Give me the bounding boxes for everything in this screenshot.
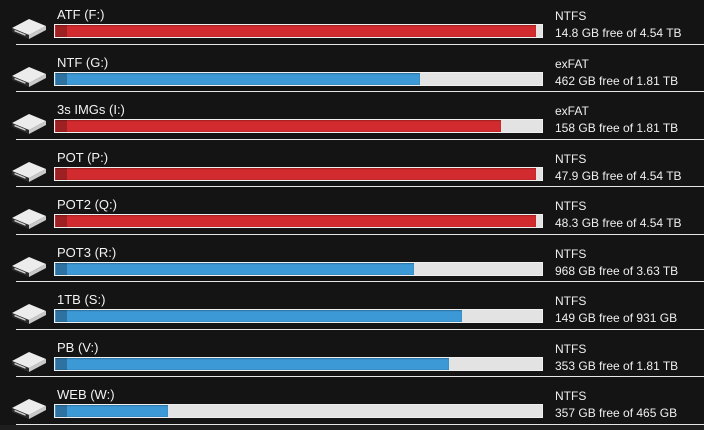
usage-bar-fill xyxy=(55,25,537,37)
hard-drive-icon xyxy=(10,302,48,326)
usage-bar-fill xyxy=(55,357,450,370)
filesystem-label: NTFS xyxy=(555,9,587,23)
drive-name: PB (V:) xyxy=(57,339,99,355)
filesystem-label: exFAT xyxy=(555,56,589,71)
filesystem-label: NTFS xyxy=(555,389,587,403)
drive-name: ATF (F:) xyxy=(57,7,105,22)
drive-details: NTFS 357 GB free of 465 GB xyxy=(555,388,677,421)
free-space-label: 14.8 GB free of 4.54 TB xyxy=(555,26,682,40)
drive-details: NTFS 47.9 GB free of 4.54 TB xyxy=(555,151,682,184)
drive-name: 1TB (S:) xyxy=(57,292,106,307)
drive-name: POT2 (Q:) xyxy=(57,197,117,212)
hard-drive-icon xyxy=(10,255,48,279)
drive-name: NTF (G:) xyxy=(57,54,109,70)
usage-bar xyxy=(54,404,543,418)
filesystem-label: NTFS xyxy=(555,246,587,261)
filesystem-label: NTFS xyxy=(555,294,587,308)
usage-bar-fill xyxy=(55,405,168,417)
hard-drive-icon xyxy=(10,350,48,374)
usage-bar xyxy=(54,166,543,181)
drive-details: NTFS 353 GB free of 1.81 TB xyxy=(555,341,678,374)
usage-bar-fill xyxy=(55,310,462,322)
hard-drive-icon xyxy=(10,112,48,136)
free-space-label: 158 GB free of 1.81 TB xyxy=(555,121,679,135)
drive-name: POT (P:) xyxy=(57,149,109,165)
hard-drive-icon xyxy=(10,207,48,231)
usage-bar-fill xyxy=(55,215,537,227)
free-space-label: 353 GB free of 1.81 TB xyxy=(555,358,679,373)
drive-name: POT3 (R:) xyxy=(57,244,117,260)
free-space-label: 48.3 GB free of 4.54 TB xyxy=(555,216,682,230)
usage-bar-fill xyxy=(55,167,537,180)
drive-row[interactable]: ATF (F:) NTFS 14.8 GB free of 4.54 TB xyxy=(0,0,704,45)
filesystem-label: exFAT xyxy=(555,104,589,118)
drive-row[interactable]: WEB (W:) NTFS 357 GB free of 465 GB xyxy=(0,377,704,425)
usage-bar-fill xyxy=(55,262,415,275)
usage-bar xyxy=(54,356,543,371)
usage-bar-fill xyxy=(55,120,501,132)
drive-details: NTFS 48.3 GB free of 4.54 TB xyxy=(555,198,682,231)
drive-details: NTFS 14.8 GB free of 4.54 TB xyxy=(555,8,682,41)
drive-details: NTFS 149 GB free of 931 GB xyxy=(555,293,677,326)
drive-row[interactable]: NTF (G:) exFAT 462 GB free of 1.81 TB xyxy=(0,45,704,93)
drive-row[interactable]: POT2 (Q:) NTFS 48.3 GB free of 4.54 TB xyxy=(0,187,704,235)
usage-bar xyxy=(54,24,543,38)
usage-bar xyxy=(54,309,543,323)
drive-row[interactable]: POT3 (R:) NTFS 968 GB free of 3.63 TB xyxy=(0,235,704,283)
free-space-label: 47.9 GB free of 4.54 TB xyxy=(555,168,682,183)
drive-details: exFAT 158 GB free of 1.81 TB xyxy=(555,103,678,136)
filesystem-label: NTFS xyxy=(555,199,587,213)
usage-bar xyxy=(54,119,543,133)
hard-drive-icon xyxy=(10,17,48,41)
drive-details: exFAT 462 GB free of 1.81 TB xyxy=(555,56,678,89)
usage-bar xyxy=(54,71,543,86)
free-space-label: 462 GB free of 1.81 TB xyxy=(555,73,679,88)
hard-drive-icon xyxy=(10,65,48,89)
drive-details: NTFS 968 GB free of 3.63 TB xyxy=(555,246,678,279)
drive-row[interactable]: 1TB (S:) NTFS 149 GB free of 931 GB xyxy=(0,282,704,330)
usage-bar xyxy=(54,214,543,228)
drive-row[interactable]: POT (P:) NTFS 47.9 GB free of 4.54 TB xyxy=(0,140,704,188)
drive-name: WEB (W:) xyxy=(57,387,115,402)
usage-bar xyxy=(54,261,543,276)
hard-drive-icon xyxy=(10,160,48,184)
hard-drive-icon xyxy=(10,397,48,421)
free-space-label: 357 GB free of 465 GB xyxy=(555,406,678,420)
free-space-label: 149 GB free of 931 GB xyxy=(555,311,678,325)
free-space-label: 968 GB free of 3.63 TB xyxy=(555,263,679,278)
drive-name: 3s IMGs (I:) xyxy=(57,102,125,117)
filesystem-label: NTFS xyxy=(555,341,587,356)
drive-row[interactable]: PB (V:) NTFS 353 GB free of 1.81 TB xyxy=(0,330,704,378)
drive-row[interactable]: 3s IMGs (I:) exFAT 158 GB free of 1.81 T… xyxy=(0,92,704,140)
usage-bar-fill xyxy=(55,72,421,85)
filesystem-label: NTFS xyxy=(555,151,587,166)
partial-next-row xyxy=(0,424,704,430)
